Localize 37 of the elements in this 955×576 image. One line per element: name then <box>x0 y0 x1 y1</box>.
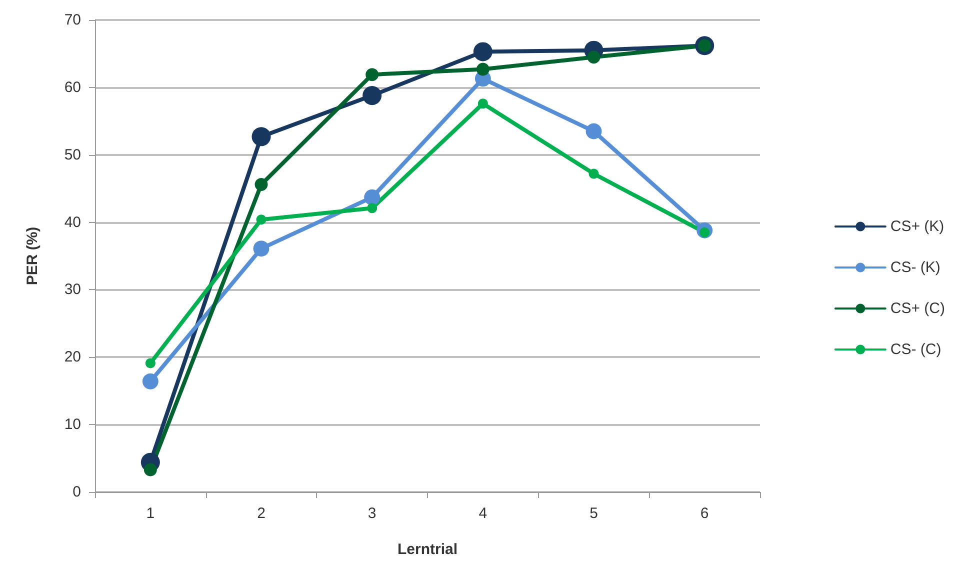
x-tick-label: 1 <box>146 505 155 522</box>
x-tick-label: 2 <box>257 505 266 522</box>
point <box>144 463 157 476</box>
legend-label: CS+ (C) <box>890 300 946 317</box>
x-axis-title: Lerntrial <box>397 541 458 558</box>
point <box>145 358 156 368</box>
x-tick-label: 5 <box>590 505 598 522</box>
point <box>587 50 600 64</box>
x-tick-label: 4 <box>478 505 488 522</box>
y-tick-label: 60 <box>64 78 81 96</box>
point <box>588 168 599 179</box>
y-axis-title: PER (%) <box>24 226 41 286</box>
point <box>256 214 266 225</box>
point <box>253 240 270 257</box>
point <box>366 68 379 82</box>
legend-label: CS- (C) <box>890 341 942 358</box>
y-tick-label: 30 <box>64 281 81 298</box>
y-tick-label: 0 <box>72 484 81 500</box>
point <box>362 86 382 106</box>
point <box>252 127 271 146</box>
point <box>586 123 602 140</box>
point <box>254 178 268 192</box>
point <box>473 42 492 62</box>
y-tick-label: 70 <box>64 12 81 28</box>
y-tick-label: 10 <box>64 416 81 434</box>
x-tick-label: 3 <box>368 505 376 522</box>
point <box>364 189 380 206</box>
legend-label: CS+ (K) <box>890 218 944 235</box>
y-tick-label: 20 <box>64 348 81 366</box>
point <box>142 373 158 390</box>
x-tick-label: 6 <box>700 505 709 522</box>
point <box>476 62 490 76</box>
y-tick-label: 40 <box>64 214 81 231</box>
y-tick-label: 50 <box>64 146 81 164</box>
legend-label: CS- (K) <box>890 259 940 276</box>
point <box>367 203 378 214</box>
point <box>478 98 488 109</box>
